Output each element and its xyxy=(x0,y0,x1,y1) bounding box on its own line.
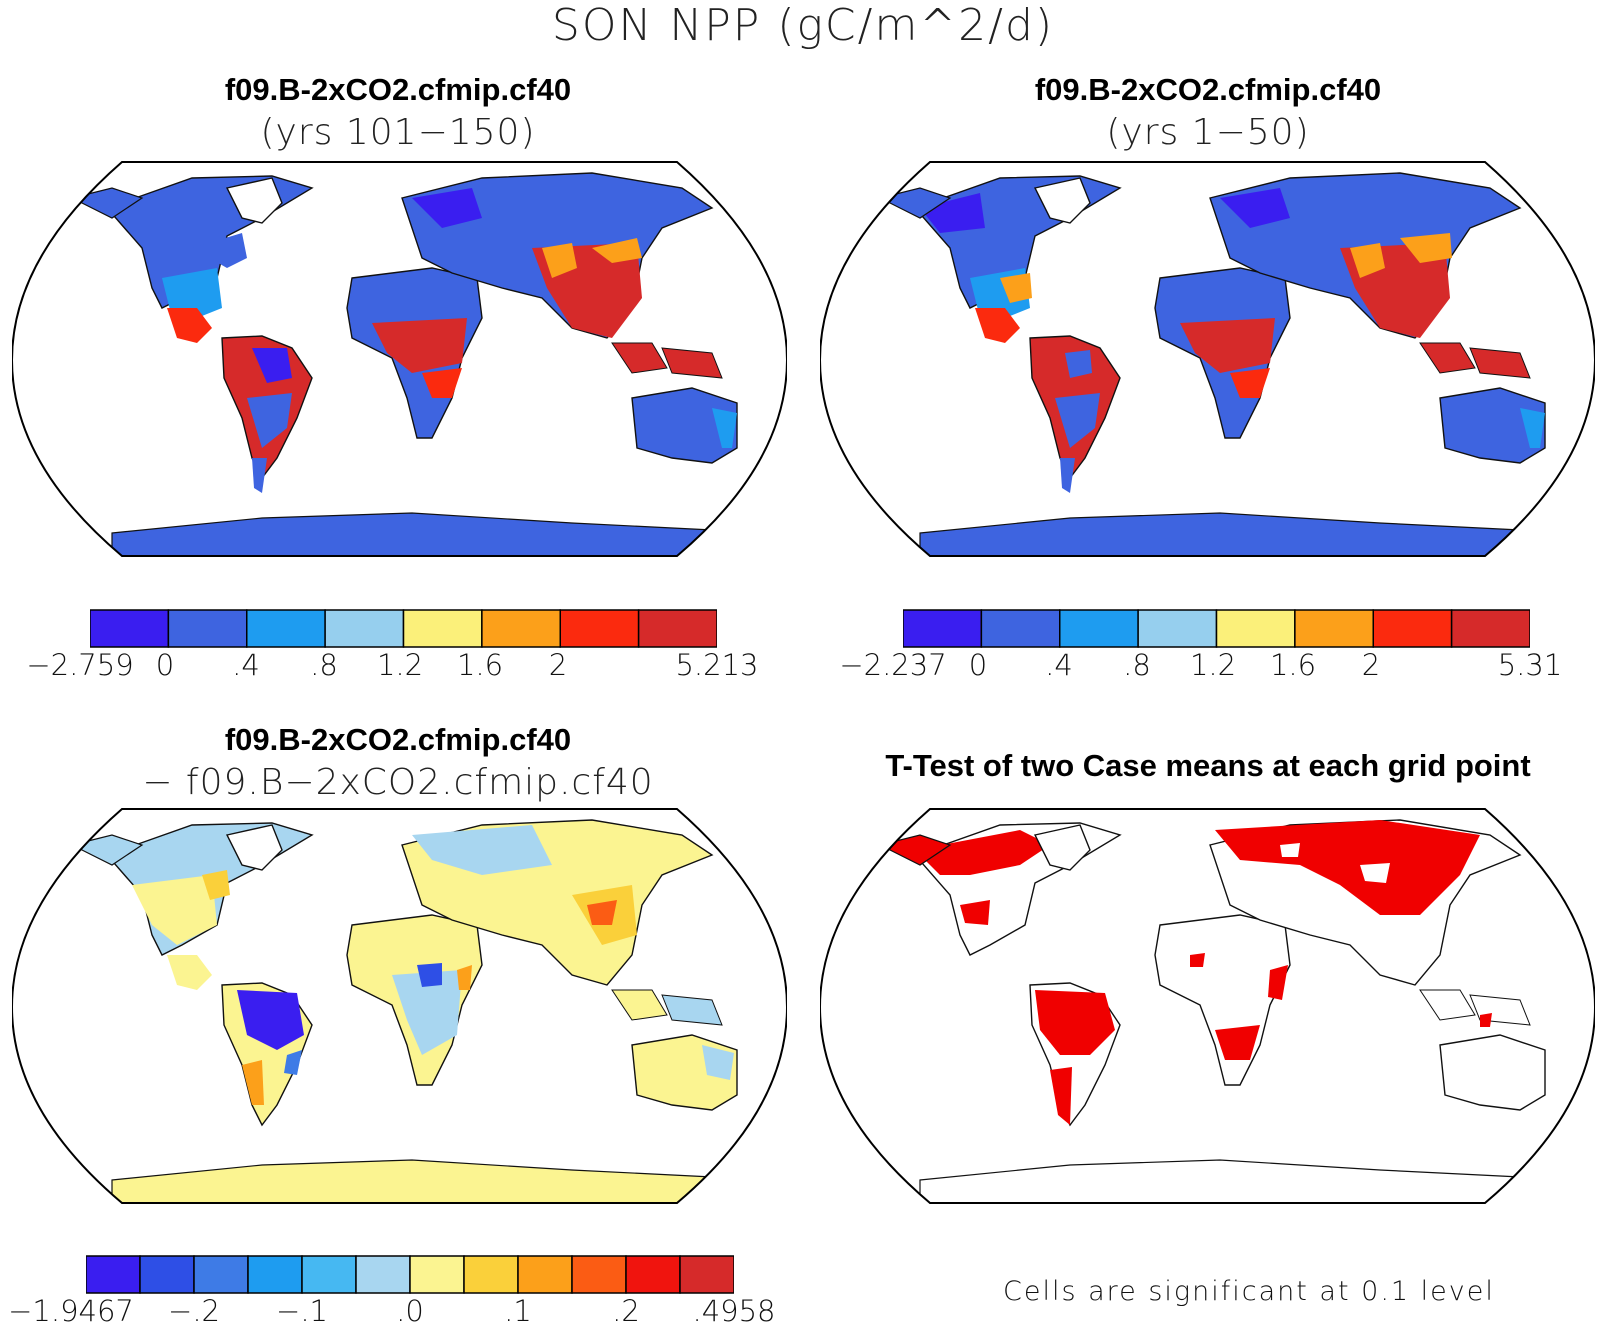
colorbar-tick-label: 0 xyxy=(968,648,988,682)
colorbar-swatch xyxy=(637,609,718,648)
colorbar-tick-label: .8 xyxy=(1123,648,1151,682)
panel-1-subtitle: (yrs 101−150) xyxy=(260,112,536,153)
colorbar-swatches xyxy=(89,609,718,648)
map-ttest-significance xyxy=(818,808,1597,1204)
panel-4-map xyxy=(818,805,1597,1220)
colorbar-swatch xyxy=(481,609,561,648)
panel-2-map xyxy=(818,158,1597,573)
colorbar-tick-label: 1.2 xyxy=(1189,648,1237,682)
colorbar-swatch xyxy=(1137,609,1218,648)
colorbar-swatch xyxy=(246,609,326,648)
panel-2-subtitle: (yrs 1−50) xyxy=(1106,112,1310,153)
panel-1-title: f09.B-2xCO2.cfmip.cf40 xyxy=(224,72,572,107)
colorbar-tick-label: 1.6 xyxy=(1269,648,1317,682)
colorbar-swatch xyxy=(247,1255,303,1294)
map-npp-yrs-101-150 xyxy=(10,161,789,557)
colorbar-swatch xyxy=(1372,609,1453,648)
panel-1-colorbar xyxy=(89,609,718,654)
colorbar-tick-label: .8 xyxy=(310,648,338,682)
panel-2-title: f09.B-2xCO2.cfmip.cf40 xyxy=(1034,72,1382,107)
map-npp-yrs-1-50 xyxy=(818,161,1597,557)
colorbar-tick-label: .2 xyxy=(612,1294,640,1328)
colorbar-swatch xyxy=(679,1255,735,1294)
colorbar-swatch xyxy=(301,1255,357,1294)
panel-3-colorbar xyxy=(85,1255,735,1300)
colorbar-swatch xyxy=(517,1255,573,1294)
colorbar-swatch xyxy=(409,1255,465,1294)
panel-2-colorbar xyxy=(902,609,1531,654)
colorbar-swatch xyxy=(402,609,483,648)
colorbar-tick-label: .4 xyxy=(232,648,260,682)
colorbar-tick-label: −2.237 xyxy=(839,648,947,682)
panel-3-subtitle: − f09.B−2xCO2.cfmip.cf40 xyxy=(142,762,654,803)
figure-title: SON NPP (gC/m^2/d) xyxy=(551,0,1055,51)
colorbar-swatch xyxy=(85,1255,141,1294)
colorbar-swatch xyxy=(980,609,1061,648)
colorbar-swatch xyxy=(355,1255,411,1294)
colorbar-swatch xyxy=(1450,609,1531,648)
colorbar-swatches xyxy=(85,1255,735,1294)
colorbar-swatch xyxy=(1059,609,1139,648)
panel-1-map xyxy=(10,158,789,573)
colorbar-swatch xyxy=(89,609,170,648)
colorbar-swatch xyxy=(625,1255,681,1294)
colorbar-tick-label: −1.9467 xyxy=(8,1294,134,1328)
colorbar-swatch xyxy=(167,609,248,648)
colorbar-tick-label: .4958 xyxy=(692,1294,776,1328)
significance-footnote: Cells are significant at 0.1 level xyxy=(1003,1276,1495,1307)
colorbar-swatch xyxy=(1215,609,1296,648)
colorbar-tick-label: 0 xyxy=(155,648,175,682)
map-npp-difference xyxy=(10,808,789,1204)
colorbar-tick-label: 5.213 xyxy=(675,648,759,682)
panel-3-title: f09.B-2xCO2.cfmip.cf40 xyxy=(224,722,572,757)
colorbar-swatch xyxy=(463,1255,519,1294)
colorbar-tick-label: 2 xyxy=(1361,648,1381,682)
colorbar-swatches xyxy=(902,609,1531,648)
colorbar-tick-label: .0 xyxy=(396,1294,424,1328)
colorbar-swatch xyxy=(902,609,983,648)
colorbar-tick-label: −.2 xyxy=(168,1294,220,1328)
colorbar-swatch xyxy=(571,1255,627,1294)
colorbar-tick-label: .4 xyxy=(1045,648,1073,682)
colorbar-swatch xyxy=(559,609,640,648)
colorbar-tick-label: −.1 xyxy=(276,1294,328,1328)
colorbar-tick-label: .1 xyxy=(504,1294,532,1328)
panel-4-title: T-Test of two Case means at each grid po… xyxy=(885,748,1531,783)
colorbar-tick-label: 1.2 xyxy=(376,648,424,682)
colorbar-tick-label: 5.31 xyxy=(1497,648,1563,682)
colorbar-tick-label: −2.759 xyxy=(26,648,134,682)
colorbar-swatch xyxy=(139,1255,195,1294)
colorbar-tick-label: 2 xyxy=(548,648,568,682)
colorbar-swatch xyxy=(1294,609,1374,648)
colorbar-tick-label: 1.6 xyxy=(456,648,504,682)
panel-3-map xyxy=(10,805,789,1220)
colorbar-swatch xyxy=(324,609,405,648)
colorbar-swatch xyxy=(193,1255,249,1294)
